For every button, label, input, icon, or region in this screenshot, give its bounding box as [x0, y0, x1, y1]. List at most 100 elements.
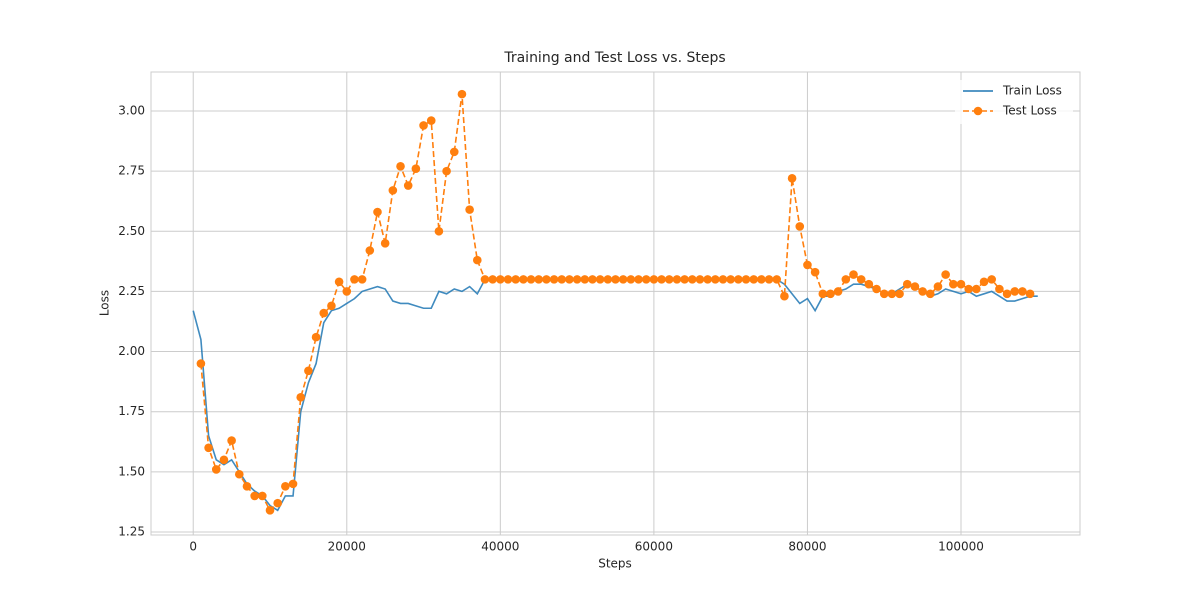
data-point: [265, 506, 275, 515]
data-point: [757, 275, 766, 284]
data-point: [234, 469, 244, 479]
y-tick-label: 1.75: [118, 404, 145, 418]
data-point: [872, 284, 881, 294]
data-point: [411, 164, 421, 174]
data-point: [488, 275, 497, 284]
data-point: [603, 275, 613, 284]
y-tick-label: 2.50: [118, 224, 145, 238]
data-point: [534, 275, 544, 284]
y-tick-label: 1.25: [118, 524, 145, 538]
y-tick-label: 1.50: [118, 464, 145, 478]
data-point: [1018, 287, 1027, 296]
data-point: [887, 289, 897, 299]
data-point: [972, 284, 981, 294]
data-point: [434, 226, 444, 236]
data-point: [281, 481, 290, 491]
data-point: [580, 275, 590, 284]
data-point: [449, 147, 459, 157]
data-point: [465, 205, 474, 214]
data-point: [565, 275, 574, 284]
data-point: [780, 291, 789, 301]
data-point: [818, 289, 828, 299]
x-tick-label: 20000: [328, 540, 366, 554]
data-point: [327, 301, 336, 311]
data-point: [557, 275, 567, 284]
x-tick-label: 0: [189, 540, 197, 554]
data-point: [442, 166, 451, 176]
legend-marker: [973, 106, 983, 116]
data-point: [787, 174, 797, 183]
x-tick-label: 60000: [635, 540, 673, 554]
data-point: [611, 275, 620, 284]
data-point: [841, 275, 851, 284]
data-point: [695, 275, 705, 284]
data-point: [334, 277, 344, 287]
data-point: [258, 491, 267, 501]
data-point: [726, 275, 735, 284]
data-point: [403, 181, 413, 190]
data-point: [426, 116, 436, 125]
data-point: [634, 275, 643, 284]
data-point: [941, 270, 950, 279]
data-point: [1025, 289, 1035, 299]
data-point: [496, 275, 505, 284]
data-point: [803, 260, 812, 270]
data-point: [711, 275, 720, 284]
legend-label: Test Loss: [1002, 104, 1057, 118]
data-point: [764, 275, 774, 284]
data-point: [833, 287, 843, 296]
data-point: [242, 481, 252, 491]
y-tick-label: 2.25: [118, 284, 145, 298]
data-point: [626, 275, 636, 284]
data-point: [664, 275, 674, 284]
data-point: [902, 279, 912, 289]
data-point: [457, 89, 467, 99]
data-point: [480, 275, 490, 284]
x-axis-label: Steps: [598, 557, 632, 571]
data-point: [511, 275, 520, 284]
data-point: [995, 284, 1004, 294]
data-point: [895, 289, 904, 299]
data-point: [288, 479, 298, 489]
data-point: [672, 275, 682, 284]
data-point: [956, 279, 966, 289]
plot-frame: [150, 71, 1081, 536]
data-point: [933, 282, 943, 291]
data-point: [687, 275, 697, 284]
data-point: [365, 246, 375, 255]
data-point: [311, 332, 321, 342]
data-point: [810, 267, 820, 277]
y-tick-label: 2.75: [118, 164, 145, 178]
data-point: [649, 275, 659, 284]
data-point: [618, 275, 628, 284]
data-point: [879, 289, 889, 299]
data-point: [849, 270, 858, 279]
data-point: [342, 287, 352, 296]
x-tick-label: 80000: [788, 540, 826, 554]
data-point: [703, 275, 712, 284]
data-point: [319, 308, 329, 318]
y-tick-label: 3.00: [118, 103, 145, 117]
data-point: [473, 255, 482, 265]
data-point: [542, 275, 551, 284]
data-point: [826, 289, 835, 299]
data-point: [979, 277, 989, 287]
data-point: [741, 275, 751, 284]
data-point: [204, 443, 213, 453]
data-point: [296, 392, 306, 402]
data-point: [227, 436, 236, 445]
data-point: [519, 275, 528, 284]
data-point: [380, 238, 390, 248]
legend-box: [955, 80, 1073, 124]
legend-label: Train Loss: [1002, 84, 1062, 98]
chart-title: Training and Test Loss vs. Steps: [503, 50, 725, 66]
data-point: [419, 121, 428, 130]
data-point: [987, 275, 997, 284]
data-point: [250, 491, 259, 501]
data-point: [795, 222, 805, 231]
data-point: [388, 186, 398, 195]
data-point: [1010, 287, 1020, 296]
y-axis-label: Loss: [98, 290, 112, 316]
data-point: [304, 366, 313, 376]
